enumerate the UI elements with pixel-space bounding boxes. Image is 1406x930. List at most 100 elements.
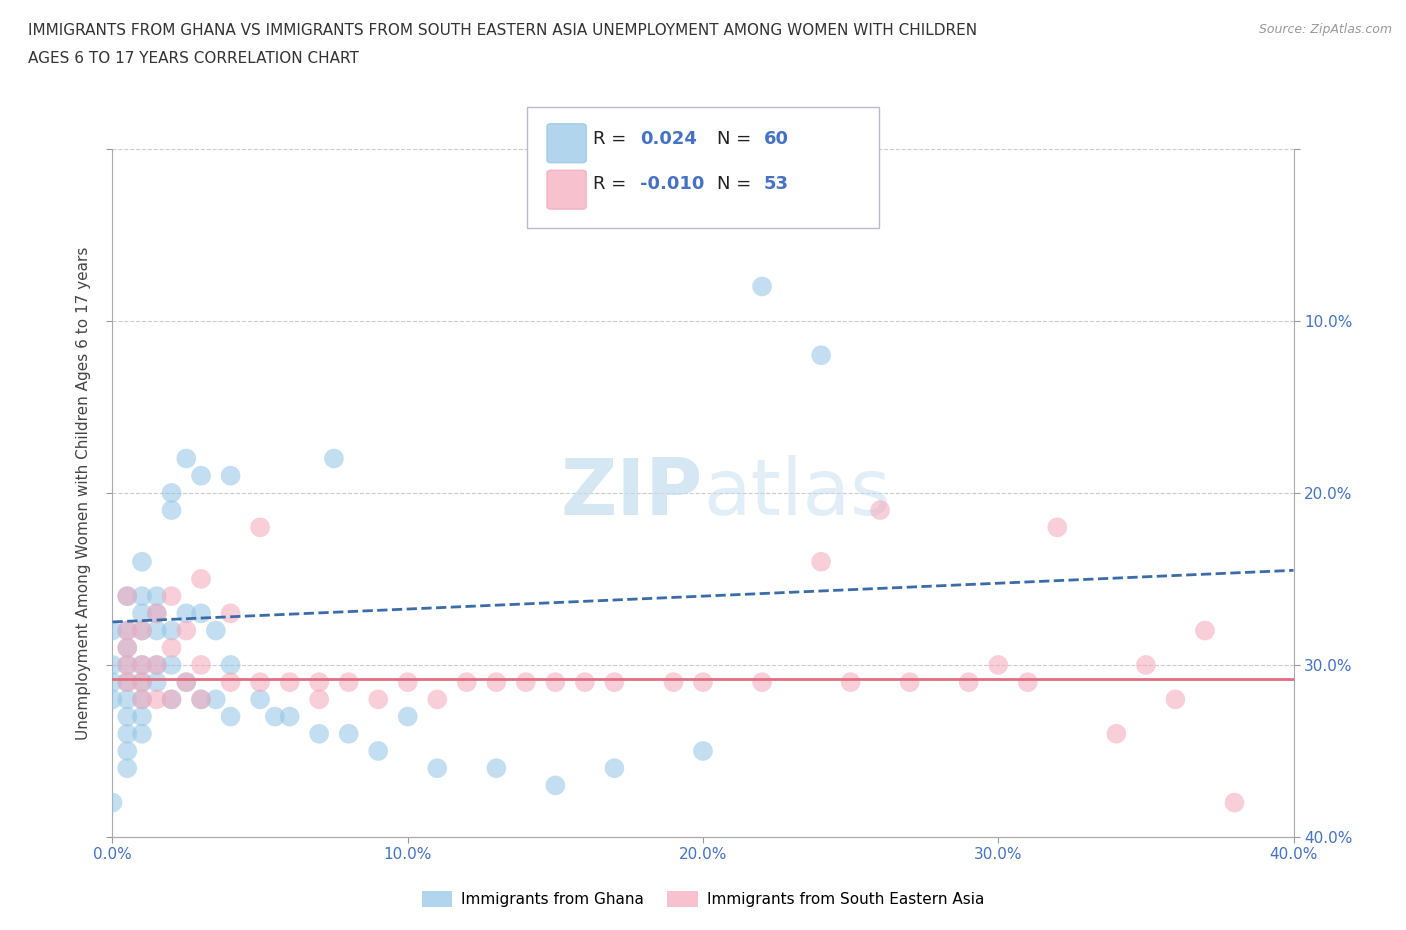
Point (692, 675, 714, 690)
Point (101, 658, 124, 672)
Point (160, 641, 183, 656)
Point (131, 675, 153, 690)
Point (117, 675, 138, 690)
Point (692, 744, 714, 759)
Text: R =: R = (593, 175, 633, 193)
Point (146, 589, 169, 604)
Point (146, 623, 169, 638)
Point (337, 675, 360, 690)
Text: N =: N = (717, 175, 756, 193)
Point (485, 675, 508, 690)
Point (323, 451, 346, 466)
Point (117, 641, 138, 656)
Text: Source: ZipAtlas.com: Source: ZipAtlas.com (1258, 23, 1392, 36)
Point (337, 726, 360, 741)
Point (898, 675, 921, 690)
Point (160, 623, 183, 638)
Text: atlas: atlas (703, 455, 890, 531)
Point (219, 469, 242, 484)
Point (160, 589, 183, 604)
Point (308, 726, 330, 741)
Point (146, 658, 169, 672)
Text: -0.010: -0.010 (640, 175, 704, 193)
Text: IMMIGRANTS FROM GHANA VS IMMIGRANTS FROM SOUTH EASTERN ASIA UNEMPLOYMENT AMONG W: IMMIGRANTS FROM GHANA VS IMMIGRANTS FROM… (28, 23, 977, 38)
Text: AGES 6 TO 17 YEARS CORRELATION CHART: AGES 6 TO 17 YEARS CORRELATION CHART (28, 51, 359, 66)
Point (1223, 795, 1246, 810)
Point (219, 658, 242, 672)
Point (146, 606, 169, 621)
Point (131, 658, 153, 672)
Point (117, 641, 138, 656)
Point (131, 658, 153, 672)
Point (160, 485, 183, 500)
Point (249, 675, 271, 690)
Point (146, 675, 169, 690)
Text: 0.024: 0.024 (640, 130, 696, 148)
Point (190, 572, 212, 587)
Point (174, 675, 197, 690)
Point (396, 675, 419, 690)
Point (367, 744, 389, 759)
Point (117, 692, 138, 707)
Point (131, 606, 153, 621)
Point (146, 658, 169, 672)
Text: 60: 60 (763, 130, 789, 148)
Point (117, 675, 138, 690)
Point (117, 710, 138, 724)
Point (131, 675, 153, 690)
Point (205, 623, 228, 638)
Text: 53: 53 (763, 175, 789, 193)
Point (101, 692, 124, 707)
Point (190, 692, 212, 707)
Point (515, 675, 537, 690)
Point (426, 761, 449, 776)
Point (426, 692, 449, 707)
Point (1105, 726, 1128, 741)
Point (160, 503, 183, 518)
Point (957, 675, 980, 690)
Point (1017, 675, 1039, 690)
Point (190, 469, 212, 484)
Point (131, 710, 153, 724)
Point (662, 675, 685, 690)
Point (174, 606, 197, 621)
Point (367, 692, 389, 707)
Point (278, 710, 301, 724)
Point (160, 658, 183, 672)
Point (1046, 520, 1069, 535)
Point (190, 606, 212, 621)
Point (456, 675, 478, 690)
Y-axis label: Unemployment Among Women with Children Ages 6 to 17 years: Unemployment Among Women with Children A… (76, 246, 91, 739)
Point (146, 606, 169, 621)
Point (117, 744, 138, 759)
Point (117, 658, 138, 672)
Point (117, 726, 138, 741)
Point (101, 675, 124, 690)
Point (751, 279, 773, 294)
Point (249, 520, 271, 535)
Point (810, 348, 832, 363)
Point (544, 777, 567, 792)
Point (174, 623, 197, 638)
Legend: Immigrants from Ghana, Immigrants from South Eastern Asia: Immigrants from Ghana, Immigrants from S… (416, 884, 990, 913)
Point (219, 675, 242, 690)
Point (117, 658, 138, 672)
Point (869, 503, 891, 518)
Point (174, 451, 197, 466)
Point (485, 761, 508, 776)
Point (839, 675, 862, 690)
Point (174, 675, 197, 690)
Point (219, 710, 242, 724)
Point (264, 710, 287, 724)
Text: N =: N = (717, 130, 756, 148)
Point (751, 675, 773, 690)
Point (219, 606, 242, 621)
Point (117, 589, 138, 604)
Point (117, 589, 138, 604)
Point (160, 692, 183, 707)
Point (117, 761, 138, 776)
Point (101, 795, 124, 810)
Text: R =: R = (593, 130, 633, 148)
Point (131, 623, 153, 638)
Point (1135, 658, 1157, 672)
